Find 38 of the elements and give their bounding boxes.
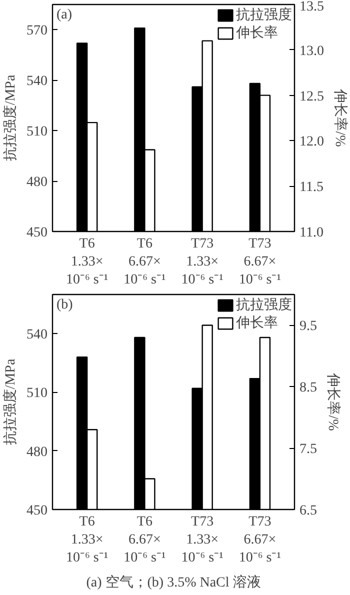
y2-tick-label: 13.0 [300, 44, 324, 59]
y2-axis-title: 伸长率/% [325, 372, 341, 432]
y-tick-label: 540 [26, 328, 48, 343]
y2-tick-label: 8.5 [300, 380, 317, 396]
y2-axis-title: 伸长率/% [332, 88, 348, 148]
y-tick-label: 450 [26, 226, 48, 240]
y2-tick-label: 11.0 [300, 226, 324, 240]
y-axis-title: 抗拉强度/MPa [2, 74, 18, 162]
y-tick-label: 510 [26, 124, 48, 140]
y2-tick-label: 9.5 [300, 319, 317, 334]
x-tick-label: T6 6.67× 10⁻⁶ s⁻¹ [124, 236, 166, 288]
x-tick-label: T73 1.33× 10⁻⁶ s⁻¹ [181, 236, 224, 288]
legend-label: 抗拉强度 [236, 6, 292, 24]
legend-label: 伸长率 [236, 24, 278, 42]
y-axis-title: 抗拉强度/MPa [2, 358, 18, 446]
y2-tick-label: 13.5 [300, 0, 324, 14]
y-tick-label: 480 [26, 444, 48, 460]
y2-tick-label: 11.5 [300, 180, 324, 196]
annotation: (b) [56, 298, 74, 312]
y-tick-label: 480 [26, 175, 48, 190]
y2-tick-label: 6.5 [300, 504, 317, 518]
y2-tick-label: 7.5 [300, 442, 317, 458]
legend-label: 抗拉强度 [236, 296, 292, 314]
y-tick-label: 450 [26, 504, 48, 518]
annotation: (a) [56, 8, 72, 22]
y2-tick-label: 12.0 [300, 134, 324, 150]
x-tick-label: T6 1.33× 10⁻⁶ s⁻¹ [66, 514, 108, 566]
x-tick-label: T73 6.67× 10⁻⁶ s⁻¹ [238, 236, 281, 288]
y-tick-label: 540 [26, 74, 48, 90]
x-tick-label: T73 6.67× 10⁻⁶ s⁻¹ [238, 514, 281, 566]
x-tick-label: T6 6.67× 10⁻⁶ s⁻¹ [124, 514, 166, 566]
x-tick-label: T6 1.33× 10⁻⁶ s⁻¹ [66, 236, 108, 288]
y-tick-label: 510 [26, 386, 48, 402]
y-tick-label: 570 [26, 24, 48, 39]
legend-label: 伸长率 [236, 314, 278, 332]
x-tick-label: T73 1.33× 10⁻⁶ s⁻¹ [181, 514, 224, 566]
y2-tick-label: 12.5 [300, 89, 324, 104]
text: (a) 空气；(b) 3.5% NaCl 溶液 [86, 574, 261, 590]
